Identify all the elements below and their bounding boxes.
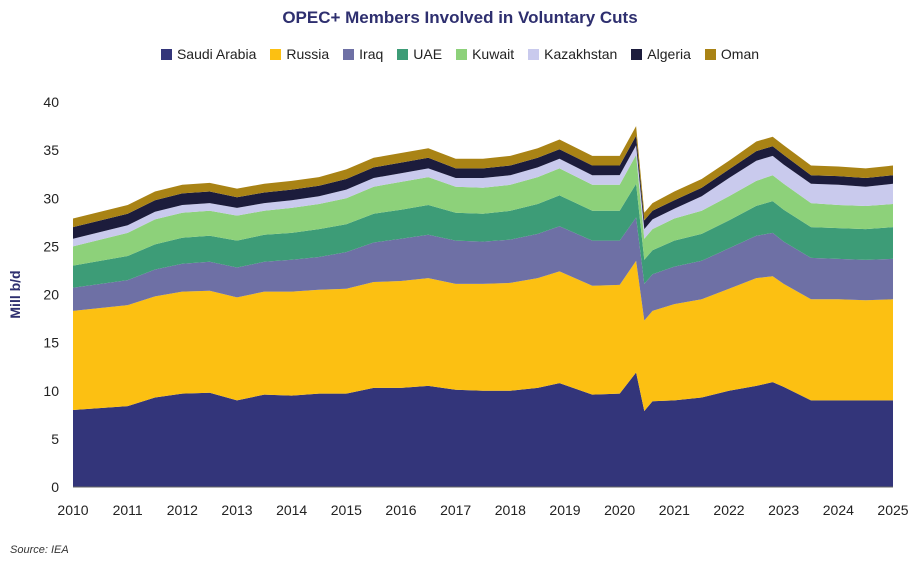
x-tick-label: 2021 <box>659 502 690 518</box>
x-tick-label: 2025 <box>877 502 908 518</box>
legend-item-uae: UAE <box>397 46 442 62</box>
legend-swatch-iraq <box>343 48 355 60</box>
x-tick-label: 2011 <box>113 502 143 518</box>
legend-label-uae: UAE <box>413 46 443 62</box>
x-tick-label: 2017 <box>440 502 471 518</box>
legend-swatch-oman <box>704 48 716 60</box>
x-tick-label: 2022 <box>713 502 744 518</box>
y-tick-label: 30 <box>43 190 59 206</box>
area-series-russia <box>73 260 893 411</box>
x-tick-label: 2024 <box>823 502 854 518</box>
x-tick-label: 2013 <box>221 502 252 518</box>
x-tick-label: 2012 <box>167 502 198 518</box>
x-tick-label: 2016 <box>385 502 416 518</box>
legend-item-oman: Oman <box>704 46 760 62</box>
area-series-saudi-arabia <box>73 372 893 487</box>
legend-label-algeria: Algeria <box>647 46 691 62</box>
x-tick-label: 2010 <box>57 502 88 518</box>
area-series-kazakhstan <box>73 145 893 247</box>
y-tick-label: 35 <box>43 142 59 158</box>
chart-legend: Saudi Arabia Russia Iraq UAE Kuwait Kazakhsta… <box>0 46 920 62</box>
legend-label-kuwait: Kuwait <box>472 46 515 62</box>
legend-swatch-saudi-arabia <box>160 48 172 60</box>
y-axis-title: Mill b/d <box>7 270 23 318</box>
legend-swatch-russia <box>270 48 282 60</box>
legend-item-algeria: Algeria <box>631 46 691 62</box>
legend-item-kuwait: Kuwait <box>456 46 514 62</box>
legend-swatch-kazakhstan <box>528 48 540 60</box>
y-tick-label: 15 <box>43 335 59 351</box>
legend-swatch-kuwait <box>456 48 468 60</box>
x-tick-label: 2023 <box>768 502 799 518</box>
x-tick-label: 2014 <box>276 502 307 518</box>
y-tick-label: 40 <box>43 94 59 110</box>
legend-label-saudi-arabia: Saudi Arabia <box>176 46 257 62</box>
chart-title: OPEC+ Members Involved in Voluntary Cuts <box>282 8 638 27</box>
y-tick-label: 25 <box>43 238 59 254</box>
legend-label-russia: Russia <box>286 46 330 62</box>
x-tick-label: 2020 <box>604 502 635 518</box>
area-series-iraq <box>73 217 893 321</box>
legend-swatch-algeria <box>631 48 643 60</box>
y-tick-label: 10 <box>43 383 59 399</box>
legend-label-oman: Oman <box>720 46 760 62</box>
y-tick-label: 20 <box>43 287 59 303</box>
y-tick-label: 0 <box>51 479 59 495</box>
legend-label-kazakhstan: Kazakhstan <box>544 46 618 62</box>
legend-label-iraq: Iraq <box>359 46 384 62</box>
x-tick-label: 2019 <box>549 502 580 518</box>
area-series-kuwait <box>73 154 893 266</box>
x-tick-label: 2018 <box>495 502 526 518</box>
area-series-uae <box>73 183 893 288</box>
source-note: Source: IEA <box>10 544 69 556</box>
legend-item-kazakhstan: Kazakhstan <box>528 46 617 62</box>
x-tick-label: 2015 <box>331 502 362 518</box>
legend-swatch-uae <box>397 48 409 60</box>
legend-item-saudi-arabia: Saudi Arabia <box>160 46 257 62</box>
legend-item-russia: Russia <box>270 46 329 62</box>
legend-item-iraq: Iraq <box>343 46 383 62</box>
y-tick-label: 5 <box>51 431 59 447</box>
